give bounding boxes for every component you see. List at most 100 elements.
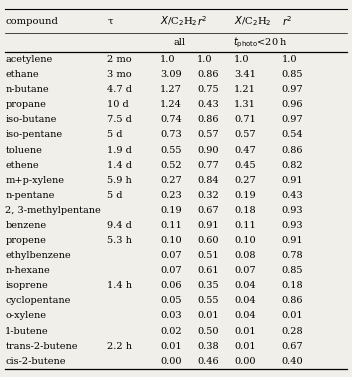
Text: 0.01: 0.01 — [234, 342, 256, 351]
Text: 1.9 d: 1.9 d — [107, 146, 132, 155]
Text: cis-2-butene: cis-2-butene — [5, 357, 66, 366]
Text: 0.86: 0.86 — [282, 146, 303, 155]
Text: 0.02: 0.02 — [160, 326, 182, 336]
Text: 0.07: 0.07 — [160, 266, 182, 275]
Text: 0.82: 0.82 — [282, 161, 303, 170]
Text: 0.28: 0.28 — [282, 326, 303, 336]
Text: 0.46: 0.46 — [197, 357, 219, 366]
Text: 0.54: 0.54 — [282, 130, 303, 139]
Text: 0.10: 0.10 — [160, 236, 182, 245]
Text: 1.31: 1.31 — [234, 100, 256, 109]
Text: 0.67: 0.67 — [197, 206, 219, 215]
Text: 0.07: 0.07 — [234, 266, 256, 275]
Text: 0.74: 0.74 — [160, 115, 182, 124]
Text: 0.05: 0.05 — [160, 296, 182, 305]
Text: 1.0: 1.0 — [197, 55, 213, 64]
Text: 1.0: 1.0 — [282, 55, 297, 64]
Text: 0.47: 0.47 — [234, 146, 256, 155]
Text: 0.08: 0.08 — [234, 251, 256, 260]
Text: $\it{X}$/C$_2$H$_2$: $\it{X}$/C$_2$H$_2$ — [160, 14, 198, 28]
Text: 3 mo: 3 mo — [107, 70, 132, 79]
Text: 0.23: 0.23 — [160, 191, 182, 200]
Text: 0.78: 0.78 — [282, 251, 303, 260]
Text: 5 d: 5 d — [107, 130, 123, 139]
Text: 2, 3-methylpentane: 2, 3-methylpentane — [5, 206, 101, 215]
Text: 0.27: 0.27 — [160, 176, 182, 185]
Text: 1.21: 1.21 — [234, 85, 256, 94]
Text: 0.55: 0.55 — [160, 146, 182, 155]
Text: 1.24: 1.24 — [160, 100, 182, 109]
Text: isoprene: isoprene — [5, 281, 48, 290]
Text: iso-pentane: iso-pentane — [5, 130, 62, 139]
Text: 0.51: 0.51 — [197, 251, 219, 260]
Text: 0.43: 0.43 — [197, 100, 219, 109]
Text: $\it{r}$$^2$: $\it{r}$$^2$ — [197, 14, 207, 28]
Text: 1.4 d: 1.4 d — [107, 161, 132, 170]
Text: 0.97: 0.97 — [282, 85, 303, 94]
Text: 0.04: 0.04 — [234, 281, 256, 290]
Text: n-butane: n-butane — [5, 85, 49, 94]
Text: 0.07: 0.07 — [160, 251, 182, 260]
Text: benzene: benzene — [5, 221, 46, 230]
Text: 0.04: 0.04 — [234, 296, 256, 305]
Text: 5.9 h: 5.9 h — [107, 176, 132, 185]
Text: 5 d: 5 d — [107, 191, 123, 200]
Text: 0.10: 0.10 — [234, 236, 256, 245]
Text: ethane: ethane — [5, 70, 39, 79]
Text: 0.57: 0.57 — [234, 130, 256, 139]
Text: 0.96: 0.96 — [282, 100, 303, 109]
Text: τ: τ — [107, 17, 113, 26]
Text: 1-butene: 1-butene — [5, 326, 49, 336]
Text: 0.35: 0.35 — [197, 281, 219, 290]
Text: 0.00: 0.00 — [160, 357, 182, 366]
Text: 4.7 d: 4.7 d — [107, 85, 132, 94]
Text: 0.90: 0.90 — [197, 146, 219, 155]
Text: 1.4 h: 1.4 h — [107, 281, 132, 290]
Text: trans-2-butene: trans-2-butene — [5, 342, 78, 351]
Text: 0.91: 0.91 — [282, 176, 303, 185]
Text: n-hexane: n-hexane — [5, 266, 50, 275]
Text: 0.32: 0.32 — [197, 191, 219, 200]
Text: acetylene: acetylene — [5, 55, 52, 64]
Text: 0.93: 0.93 — [282, 206, 303, 215]
Text: $\it{X}$/C$_2$H$_2$: $\it{X}$/C$_2$H$_2$ — [234, 14, 272, 28]
Text: ethene: ethene — [5, 161, 39, 170]
Text: 0.71: 0.71 — [234, 115, 256, 124]
Text: 0.86: 0.86 — [282, 296, 303, 305]
Text: 7.5 d: 7.5 d — [107, 115, 132, 124]
Text: 0.40: 0.40 — [282, 357, 303, 366]
Text: 0.01: 0.01 — [282, 311, 303, 320]
Text: 1.0: 1.0 — [160, 55, 176, 64]
Text: 0.91: 0.91 — [282, 236, 303, 245]
Text: 0.19: 0.19 — [234, 191, 256, 200]
Text: propane: propane — [5, 100, 46, 109]
Text: 0.85: 0.85 — [282, 70, 303, 79]
Text: 0.18: 0.18 — [282, 281, 303, 290]
Text: 9.4 d: 9.4 d — [107, 221, 132, 230]
Text: cyclopentane: cyclopentane — [5, 296, 71, 305]
Text: m+p-xylene: m+p-xylene — [5, 176, 64, 185]
Text: 0.11: 0.11 — [234, 221, 256, 230]
Text: 0.52: 0.52 — [160, 161, 182, 170]
Text: 0.11: 0.11 — [160, 221, 182, 230]
Text: 0.73: 0.73 — [160, 130, 182, 139]
Text: 0.01: 0.01 — [197, 311, 219, 320]
Text: 1.0: 1.0 — [234, 55, 250, 64]
Text: 0.43: 0.43 — [282, 191, 303, 200]
Text: o-xylene: o-xylene — [5, 311, 46, 320]
Text: 0.55: 0.55 — [197, 296, 219, 305]
Text: toluene: toluene — [5, 146, 42, 155]
Text: 0.86: 0.86 — [197, 115, 219, 124]
Text: compound: compound — [5, 17, 58, 26]
Text: 0.85: 0.85 — [282, 266, 303, 275]
Text: 0.67: 0.67 — [282, 342, 303, 351]
Text: $\it{t}_{\mathrm{photo}}$<20 h: $\it{t}_{\mathrm{photo}}$<20 h — [233, 35, 288, 50]
Text: 0.00: 0.00 — [234, 357, 256, 366]
Text: 3.09: 3.09 — [160, 70, 182, 79]
Text: 3.41: 3.41 — [234, 70, 256, 79]
Text: 10 d: 10 d — [107, 100, 129, 109]
Text: 5.3 h: 5.3 h — [107, 236, 132, 245]
Text: 0.86: 0.86 — [197, 70, 219, 79]
Text: 0.01: 0.01 — [160, 342, 182, 351]
Text: 0.97: 0.97 — [282, 115, 303, 124]
